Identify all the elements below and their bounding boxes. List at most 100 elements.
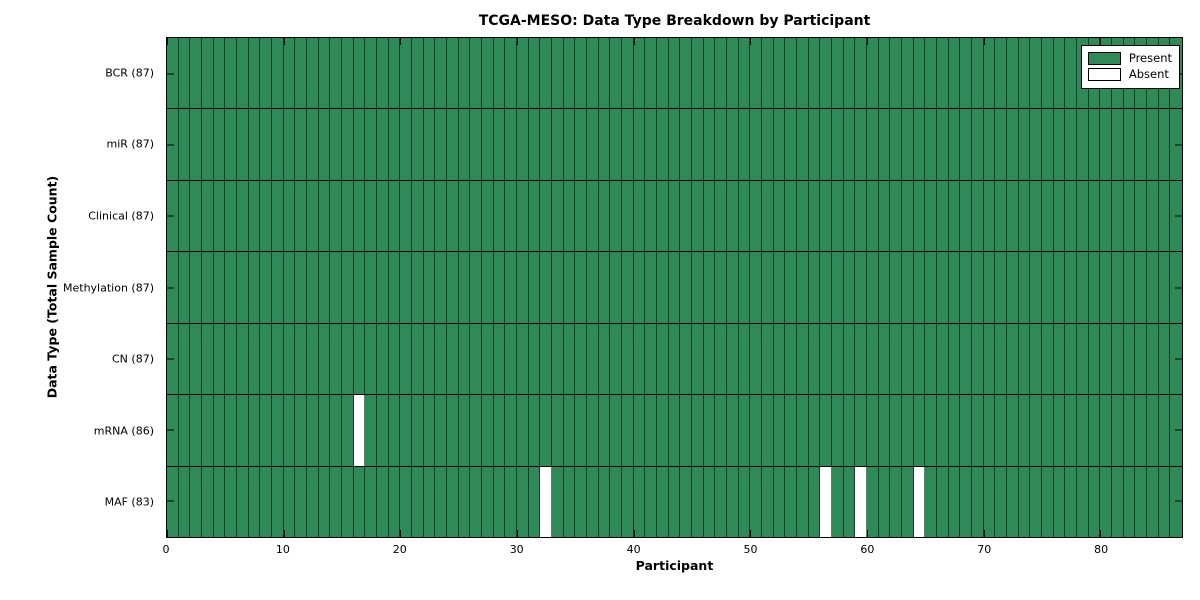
cell-present <box>377 323 389 395</box>
cell-present <box>925 180 937 252</box>
cell-present <box>878 180 891 252</box>
cell-present <box>213 38 226 109</box>
cell-present <box>283 395 296 466</box>
cell-present <box>902 252 914 323</box>
cell-present <box>668 252 681 323</box>
cell-present <box>587 252 599 323</box>
cell-present <box>505 395 517 466</box>
plot-grid <box>167 38 1182 537</box>
cell-present <box>190 323 202 395</box>
cell-present <box>890 466 902 537</box>
cell-present <box>797 466 809 537</box>
cell-present <box>983 323 996 395</box>
cell-present <box>400 466 412 537</box>
cell-present <box>797 180 809 252</box>
cell-absent <box>855 466 867 537</box>
cell-present <box>388 252 401 323</box>
cell-present <box>190 109 202 180</box>
cell-present <box>715 109 727 180</box>
cell-present <box>1158 395 1171 466</box>
legend-swatch-icon <box>1087 68 1121 81</box>
cell-present <box>283 252 296 323</box>
cell-present <box>225 109 237 180</box>
cell-present <box>645 395 657 466</box>
x-axis-title: Participant <box>635 558 714 573</box>
heatmap-row-MAF <box>167 466 1182 537</box>
cell-present <box>960 180 972 252</box>
cell-present <box>505 323 517 395</box>
cell-present <box>423 323 436 395</box>
cell-present <box>1135 180 1147 252</box>
cell-present <box>925 323 937 395</box>
cell-present <box>470 252 482 323</box>
cell-present <box>820 109 832 180</box>
cell-present <box>1123 252 1136 323</box>
cell-present <box>808 252 821 323</box>
cell-present <box>668 466 681 537</box>
cell-present <box>575 395 587 466</box>
cell-present <box>447 38 459 109</box>
cell-present <box>1077 466 1089 537</box>
cell-present <box>202 38 214 109</box>
cell-present <box>342 252 354 323</box>
cell-present <box>528 38 541 109</box>
cell-present <box>540 323 552 395</box>
cell-present <box>692 252 704 323</box>
cell-present <box>843 38 856 109</box>
cell-present <box>365 252 377 323</box>
cell-present <box>1053 323 1066 395</box>
cell-present <box>1100 252 1112 323</box>
cell-present <box>260 252 272 323</box>
cell-present <box>867 395 879 466</box>
cell-present <box>330 38 342 109</box>
cell-present <box>528 252 541 323</box>
heatmap-row-mRNA <box>167 395 1182 467</box>
cell-present <box>1123 109 1136 180</box>
cell-present <box>843 323 856 395</box>
cell-present <box>295 252 307 323</box>
cell-present <box>692 109 704 180</box>
x-tick-label: 0 <box>162 543 170 556</box>
cell-present <box>178 38 191 109</box>
cell-present <box>972 323 984 395</box>
cell-present <box>622 38 634 109</box>
cell-present <box>832 252 844 323</box>
cell-present <box>388 180 401 252</box>
cell-present <box>1135 109 1147 180</box>
cell-present <box>948 395 961 466</box>
cell-present <box>260 38 272 109</box>
cell-present <box>470 395 482 466</box>
y-tick-mark <box>167 429 174 431</box>
cell-present <box>552 252 564 323</box>
cell-present <box>353 109 366 180</box>
cell-present <box>575 466 587 537</box>
cell-present <box>330 323 342 395</box>
cell-present <box>272 109 284 180</box>
cell-present <box>575 38 587 109</box>
cell-absent <box>820 466 832 537</box>
cell-present <box>587 323 599 395</box>
cell-present <box>703 180 716 252</box>
cell-present <box>353 466 366 537</box>
x-tick-mark <box>750 38 752 45</box>
cell-present <box>867 109 879 180</box>
cell-present <box>668 109 681 180</box>
cell-present <box>213 109 226 180</box>
y-tick-label-Clinical: Clinical (87) <box>88 209 154 223</box>
x-tick-label: 60 <box>860 543 875 556</box>
cell-present <box>622 395 634 466</box>
cell-present <box>307 38 319 109</box>
cell-present <box>972 109 984 180</box>
cell-present <box>470 38 482 109</box>
cell-present <box>423 180 436 252</box>
cell-present <box>692 180 704 252</box>
cell-present <box>820 180 832 252</box>
cell-present <box>493 252 506 323</box>
cell-present <box>1112 395 1124 466</box>
y-tick-label-Methylation: Methylation (87) <box>63 281 154 294</box>
cell-present <box>1123 323 1136 395</box>
cell-present <box>283 466 296 537</box>
cell-present <box>948 252 961 323</box>
cell-present <box>902 180 914 252</box>
cell-present <box>1030 252 1042 323</box>
